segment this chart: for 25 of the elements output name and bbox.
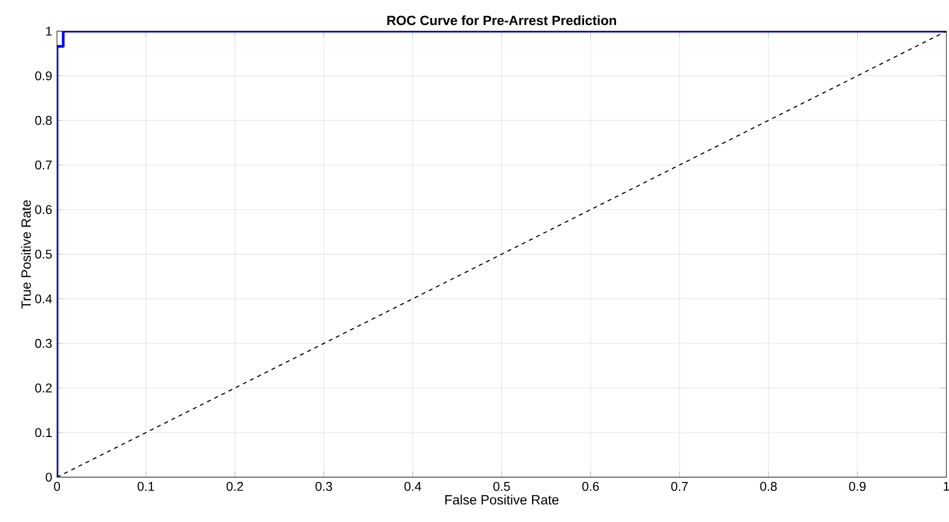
y-tick-label: 0.6	[35, 205, 52, 214]
x-tick-label: 1	[944, 482, 949, 491]
chart-title: ROC Curve for Pre-Arrest Prediction	[387, 15, 616, 26]
x-tick-label: 0.4	[404, 482, 422, 491]
x-tick-label: 0	[54, 482, 60, 491]
y-tick-label: 0.8	[35, 116, 52, 125]
x-tick-label: 0.9	[849, 482, 866, 491]
x-tick-label: 0.8	[760, 482, 777, 491]
x-tick-label: 0.1	[138, 482, 154, 491]
y-tick-label: 0.5	[35, 250, 52, 259]
x-tick-label: 0.2	[226, 482, 244, 491]
y-axis-title: True Positive Rate	[21, 200, 31, 308]
y-tick-label: 1	[46, 26, 52, 36]
y-tick-label: 0.3	[35, 338, 52, 348]
y-tick-label: 0	[46, 472, 52, 482]
y-tick-label: 0.2	[35, 384, 52, 392]
y-tick-label: 0.9	[35, 71, 52, 80]
x-tick-label: 0.6	[582, 482, 599, 491]
x-tick-label: 0.7	[671, 482, 688, 491]
y-tick-label: 0.1	[35, 428, 52, 438]
y-tick-label: 0.4	[35, 294, 52, 304]
y-tick-label: 0.7	[35, 160, 52, 170]
x-axis-title: False Positive Rate	[445, 494, 558, 504]
x-tick-label: 0.3	[316, 482, 332, 491]
x-tick-label: 0.5	[493, 482, 510, 491]
